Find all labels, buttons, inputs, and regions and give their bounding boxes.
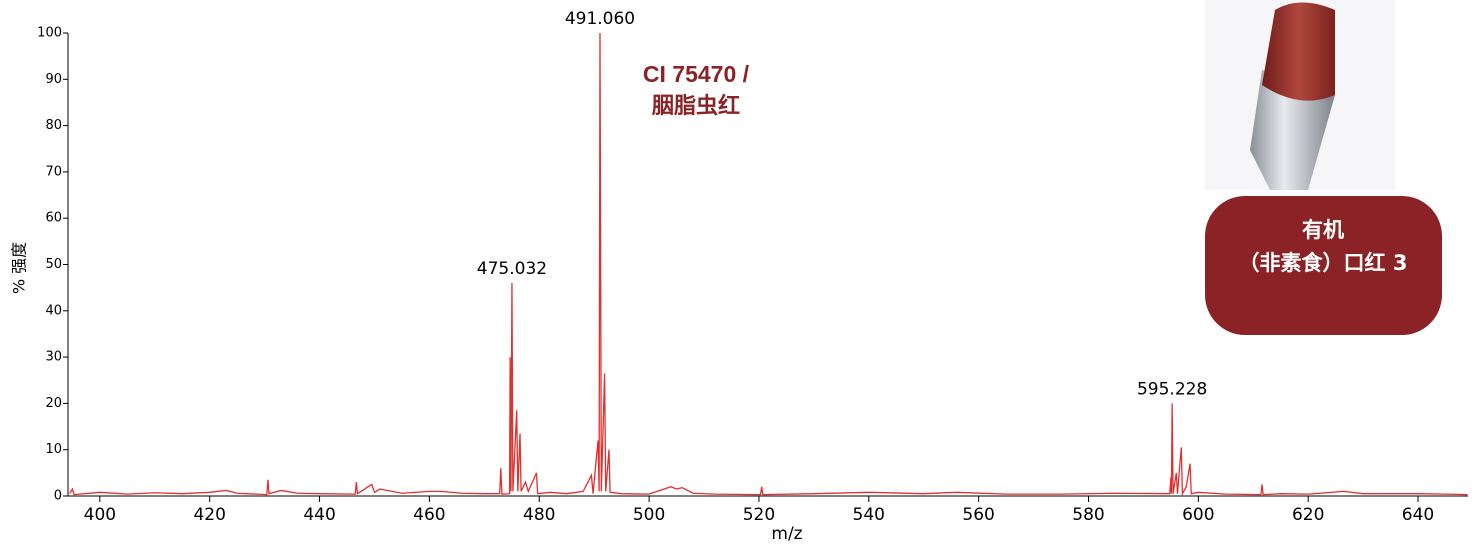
x-tick-label: 580 xyxy=(1072,505,1104,525)
x-tick-label: 420 xyxy=(193,505,225,525)
x-tick-label: 560 xyxy=(962,505,994,525)
peak-label: 491.060 xyxy=(565,9,635,29)
y-tick-label: 70 xyxy=(45,164,62,179)
y-axis-label: % 强度 xyxy=(10,242,29,294)
peak-label: 475.032 xyxy=(477,259,547,279)
y-tick-label: 80 xyxy=(45,118,62,133)
x-tick-label: 500 xyxy=(633,505,665,525)
annotation-title: 胭脂虫红 xyxy=(651,93,740,119)
y-tick-label: 0 xyxy=(54,489,62,504)
lipstick-image xyxy=(1205,0,1395,190)
x-tick-label: 540 xyxy=(853,505,885,525)
y-tick-label: 40 xyxy=(45,303,62,318)
y-tick-label: 10 xyxy=(45,442,62,457)
annotation-title: CI 75470 / xyxy=(643,61,750,87)
y-tick-label: 20 xyxy=(45,396,62,411)
x-tick-label: 620 xyxy=(1292,505,1324,525)
x-tick-label: 460 xyxy=(413,505,445,525)
x-tick-label: 480 xyxy=(523,505,555,525)
y-tick-label: 100 xyxy=(37,26,62,41)
badge-text: 有机 xyxy=(1302,218,1344,242)
x-tick-label: 600 xyxy=(1182,505,1214,525)
x-axis-label: m/z xyxy=(771,524,802,544)
x-tick-label: 520 xyxy=(743,505,775,525)
y-tick-label: 90 xyxy=(45,72,62,87)
x-tick-label: 440 xyxy=(303,505,335,525)
y-tick-label: 30 xyxy=(45,350,62,365)
y-tick-label: 50 xyxy=(45,257,62,272)
y-tick-label: 60 xyxy=(45,211,62,226)
peak-label: 595.228 xyxy=(1137,379,1207,399)
x-tick-label: 400 xyxy=(84,505,116,525)
chart: 有机 （非素食）口红 3 CI 75470 / 胭脂虫红 m/z % 强度 0 1… xyxy=(0,0,1480,545)
page: 有机 （非素食）口红 3 CI 75470 / 胭脂虫红 m/z % 强度 0 1… xyxy=(0,0,1480,549)
x-tick-label: 640 xyxy=(1402,505,1434,525)
badge-text: （非素食）口红 3 xyxy=(1239,251,1408,275)
